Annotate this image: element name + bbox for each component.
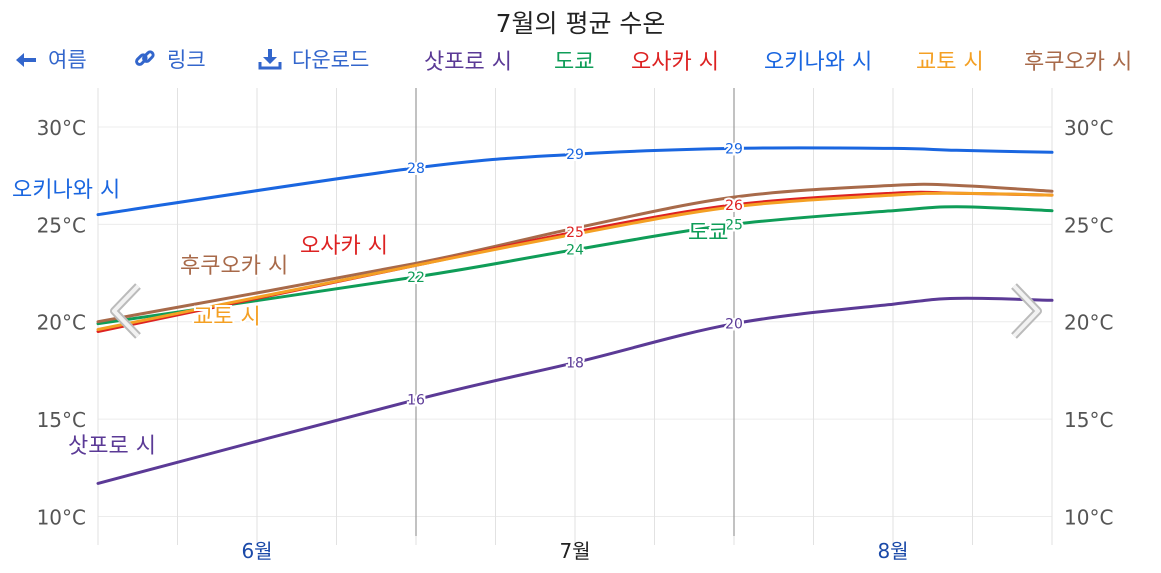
data-label: 25: [725, 217, 743, 233]
back-label: 여름: [48, 48, 87, 72]
data-label: 29: [566, 147, 584, 163]
chart-title: 7월의 평균 수온: [495, 9, 666, 38]
legend-item-fukuoka[interactable]: 후쿠오카 시: [1024, 44, 1132, 76]
link-button[interactable]: 링크: [133, 44, 206, 74]
series-annotation: 도쿄: [688, 221, 728, 246]
data-label: 16: [407, 393, 425, 409]
data-label: 29: [725, 141, 743, 157]
download-label: 다운로드: [292, 48, 370, 72]
y-tick-label-right: 10°C: [1064, 506, 1113, 530]
arrow-left-icon: [16, 53, 36, 67]
data-label: 25: [566, 225, 584, 241]
legend-label: 후쿠오카 시: [1024, 50, 1133, 75]
x-tick-label: 7월: [559, 539, 590, 563]
data-label: 22: [407, 270, 425, 286]
legend-item-osaka[interactable]: 오사카 시: [631, 44, 719, 76]
legend-label: 오사카 시: [631, 50, 719, 75]
data-label: 18: [566, 356, 584, 372]
legend-label: 도쿄: [554, 50, 595, 75]
back-button[interactable]: 여름: [14, 44, 87, 74]
series-line: [96, 296, 1054, 485]
series-line: [96, 146, 1054, 217]
y-tick-label-left: 15°C: [37, 408, 86, 432]
series-annotation: 후쿠오카 시: [180, 254, 288, 279]
series-line: [96, 191, 1054, 331]
y-tick-label-left: 10°C: [37, 506, 86, 530]
series-annotation: 오사카 시: [300, 234, 388, 259]
data-label: 26: [725, 198, 743, 214]
y-tick-label-left: 25°C: [37, 213, 86, 237]
download-icon: [258, 49, 282, 70]
legend-label: 삿포로 시: [424, 50, 512, 75]
link-icon: [135, 50, 155, 66]
download-button[interactable]: 다운로드: [258, 44, 369, 74]
x-tick-label: 8월: [877, 539, 908, 563]
series-line: [96, 205, 1054, 326]
legend-item-tokyo[interactable]: 도쿄: [554, 44, 594, 76]
chevron-left-icon: [110, 283, 141, 339]
legend-item-okinawa[interactable]: 오키나와 시: [764, 44, 872, 76]
series-annotation: 교토 시: [193, 305, 261, 330]
legend-item-sapporo[interactable]: 삿포로 시: [424, 44, 512, 76]
data-label: 24: [566, 243, 584, 259]
series-annotation: 삿포로 시: [68, 434, 156, 459]
legend-label: 교토 시: [916, 50, 984, 75]
link-label: 링크: [167, 48, 206, 72]
series-annotation: 오키나와 시: [12, 178, 120, 203]
data-label: 28: [407, 161, 425, 177]
y-tick-label-right: 25°C: [1064, 213, 1113, 237]
series-line: [96, 182, 1054, 324]
y-tick-label-right: 30°C: [1064, 116, 1113, 140]
y-tick-label-right: 15°C: [1064, 408, 1113, 432]
next-button[interactable]: [1008, 282, 1044, 344]
y-tick-label-left: 20°C: [37, 311, 86, 335]
prev-button[interactable]: [108, 282, 144, 344]
y-tick-label-right: 20°C: [1064, 311, 1113, 335]
y-tick-label-left: 30°C: [37, 116, 86, 140]
chevron-right-icon: [1011, 283, 1042, 339]
legend-item-kyoto[interactable]: 교토 시: [916, 44, 984, 76]
data-label: 20: [725, 317, 743, 333]
x-tick-label: 6월: [241, 539, 272, 563]
legend-label: 오키나와 시: [764, 50, 873, 75]
